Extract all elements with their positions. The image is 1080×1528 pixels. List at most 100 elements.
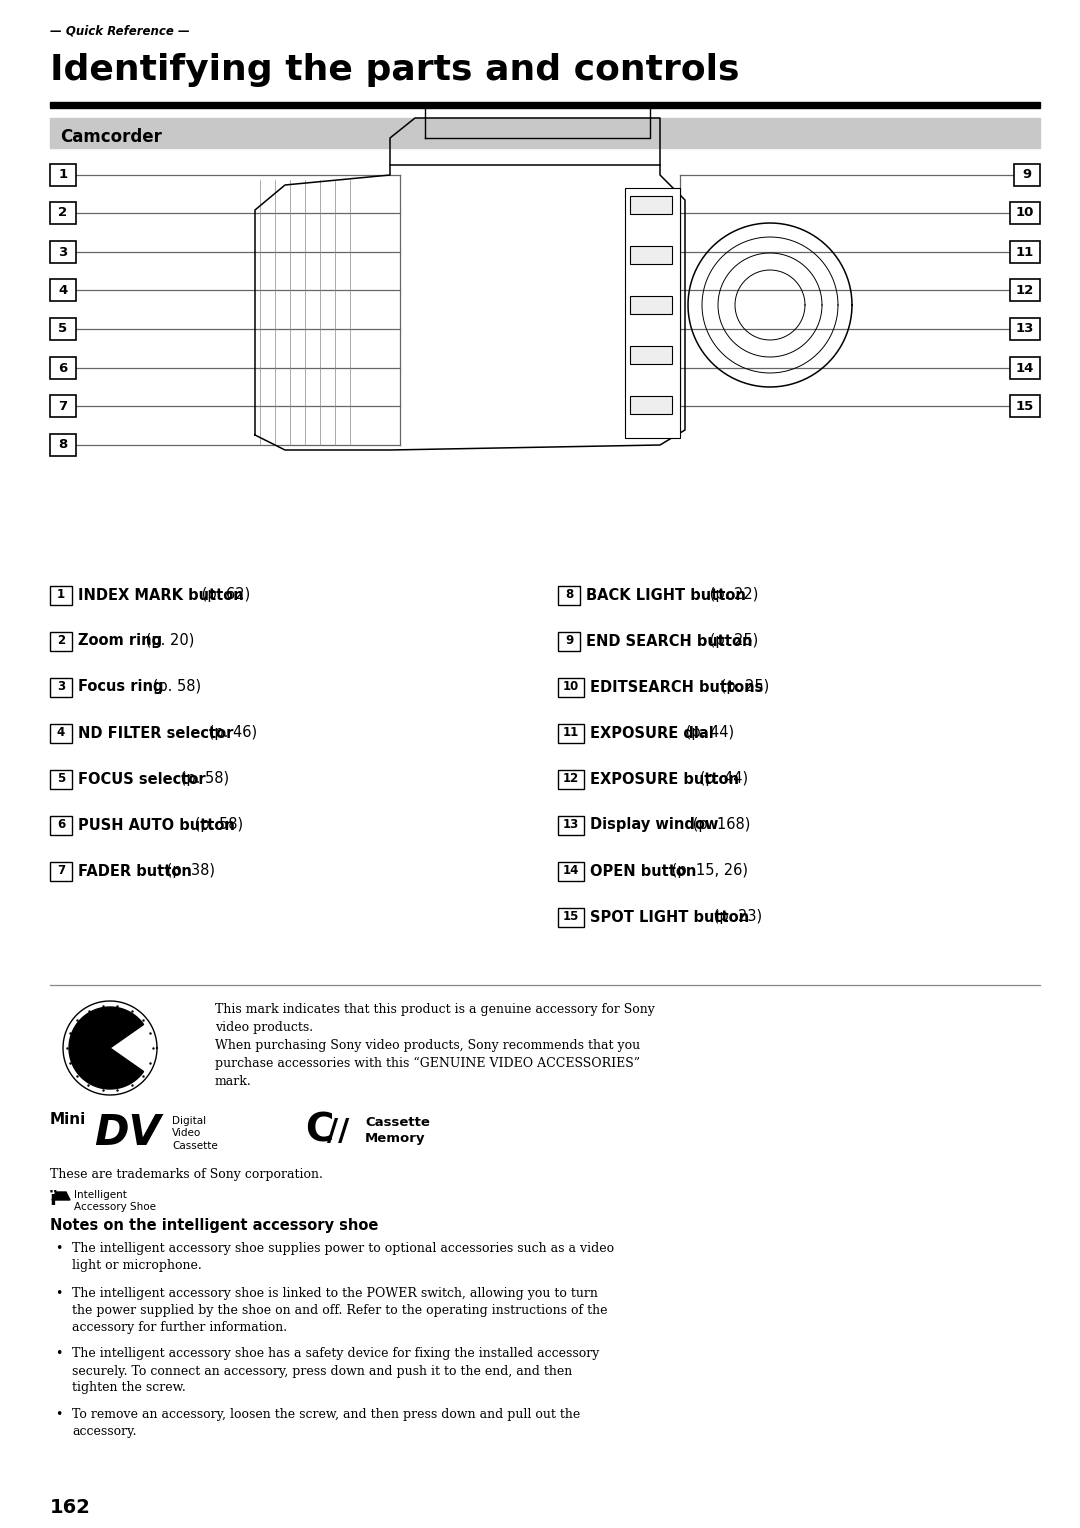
Text: •: • [55, 1287, 63, 1300]
Text: INDEX MARK button: INDEX MARK button [78, 587, 244, 602]
Bar [1010, 358, 1040, 379]
Text: (p. 25): (p. 25) [705, 634, 758, 648]
Text: FOCUS selector: FOCUS selector [78, 772, 205, 787]
Bar [50, 585, 72, 605]
Text: C: C [305, 1112, 334, 1151]
Text: PUSH AUTO button: PUSH AUTO button [78, 817, 234, 833]
Bar [50, 163, 76, 186]
Bar [630, 246, 672, 264]
Bar [1014, 163, 1040, 186]
Bar [558, 908, 584, 926]
Bar [50, 770, 72, 788]
Text: Intelligent
Accessory Shoe: Intelligent Accessory Shoe [75, 1190, 156, 1212]
Text: EXPOSURE button: EXPOSURE button [590, 772, 739, 787]
Bar [50, 318, 76, 341]
Text: 14: 14 [1016, 362, 1035, 374]
Text: Camcorder: Camcorder [60, 128, 162, 147]
Text: Cassette
Memory: Cassette Memory [365, 1115, 430, 1144]
Text: Digital
Video
Cassette: Digital Video Cassette [172, 1115, 218, 1151]
Bar [630, 296, 672, 313]
Text: OPEN button: OPEN button [590, 863, 697, 879]
Text: (p. 38): (p. 38) [162, 863, 215, 879]
Bar [630, 196, 672, 214]
Text: 7: 7 [57, 865, 65, 877]
Text: 12: 12 [1016, 284, 1035, 296]
Bar [630, 345, 672, 364]
Text: 5: 5 [57, 773, 65, 785]
Text: This mark indicates that this product is a genuine accessory for Sony: This mark indicates that this product is… [215, 1002, 654, 1016]
Bar [50, 102, 1040, 108]
Text: Zoom ring: Zoom ring [78, 634, 162, 648]
Bar [558, 723, 584, 743]
Text: EXPOSURE dial: EXPOSURE dial [590, 726, 714, 741]
Bar [50, 396, 76, 417]
Text: END SEARCH button: END SEARCH button [586, 634, 753, 648]
Text: (p. 25): (p. 25) [716, 680, 769, 695]
Text: ï: ï [50, 1190, 57, 1209]
Bar [558, 631, 580, 651]
Text: 3: 3 [58, 246, 68, 258]
Bar [1010, 396, 1040, 417]
Text: These are trademarks of Sony corporation.: These are trademarks of Sony corporation… [50, 1167, 323, 1181]
Text: (p. 20): (p. 20) [141, 634, 194, 648]
Text: The intelligent accessory shoe supplies power to optional accessories such as a : The intelligent accessory shoe supplies … [72, 1242, 615, 1271]
Text: BACK LIGHT button: BACK LIGHT button [586, 587, 746, 602]
Bar [625, 188, 680, 439]
Bar [50, 677, 72, 697]
Bar [1010, 241, 1040, 263]
Bar [50, 434, 76, 455]
Text: FADER button: FADER button [78, 863, 192, 879]
Bar [50, 241, 76, 263]
Text: •: • [55, 1242, 63, 1254]
Text: 9: 9 [1023, 168, 1031, 182]
Bar [558, 770, 584, 788]
Text: The intelligent accessory shoe has a safety device for fixing the installed acce: The intelligent accessory shoe has a saf… [72, 1348, 599, 1395]
Text: When purchasing Sony video products, Sony recommends that you: When purchasing Sony video products, Son… [215, 1039, 640, 1051]
Text: Identifying the parts and controls: Identifying the parts and controls [50, 53, 740, 87]
Text: 7: 7 [58, 399, 68, 413]
Text: 4: 4 [58, 284, 68, 296]
Text: •: • [55, 1348, 63, 1360]
Bar [50, 118, 1040, 148]
Text: EDITSEARCH buttons: EDITSEARCH buttons [590, 680, 764, 695]
Bar [558, 862, 584, 880]
Text: Notes on the intelligent accessory shoe: Notes on the intelligent accessory shoe [50, 1218, 378, 1233]
Bar [558, 585, 580, 605]
Text: Focus ring: Focus ring [78, 680, 163, 695]
Bar [558, 816, 584, 834]
Bar [50, 358, 76, 379]
Text: (p. 58): (p. 58) [190, 817, 243, 833]
Bar [1010, 202, 1040, 225]
Text: 6: 6 [57, 819, 65, 831]
Text: The intelligent accessory shoe is linked to the POWER switch, allowing you to tu: The intelligent accessory shoe is linked… [72, 1287, 607, 1334]
Text: video products.: video products. [215, 1021, 313, 1034]
Text: 4: 4 [57, 726, 65, 740]
Text: Display window: Display window [590, 817, 718, 833]
Text: (p. 58): (p. 58) [148, 680, 201, 695]
Text: 15: 15 [1016, 399, 1035, 413]
Text: To remove an accessory, loosen the screw, and then press down and pull out the
a: To remove an accessory, loosen the screw… [72, 1407, 580, 1438]
Text: (p. 44): (p. 44) [696, 772, 748, 787]
Bar [50, 723, 72, 743]
Text: 8: 8 [565, 588, 573, 602]
Text: (p. 62): (p. 62) [197, 587, 251, 602]
Bar [50, 280, 76, 301]
Bar [630, 396, 672, 414]
Text: purchase accessories with this “GENUINE VIDEO ACCESSORIES”: purchase accessories with this “GENUINE … [215, 1057, 640, 1070]
Text: — Quick Reference —: — Quick Reference — [50, 24, 190, 37]
Text: 11: 11 [1016, 246, 1035, 258]
Text: (p. 15, 26): (p. 15, 26) [667, 863, 748, 879]
Text: 3: 3 [57, 680, 65, 694]
Text: 8: 8 [58, 439, 68, 451]
Text: (p. 46): (p. 46) [204, 726, 257, 741]
Text: (p. 23): (p. 23) [708, 909, 762, 924]
Text: 11: 11 [563, 726, 579, 740]
Bar [50, 202, 76, 225]
Text: mark.: mark. [215, 1076, 252, 1088]
Polygon shape [69, 1007, 144, 1089]
Text: SPOT LIGHT button: SPOT LIGHT button [590, 909, 750, 924]
Text: 13: 13 [563, 819, 579, 831]
Text: •: • [55, 1407, 63, 1421]
Text: 12: 12 [563, 773, 579, 785]
Text: 1: 1 [58, 168, 68, 182]
